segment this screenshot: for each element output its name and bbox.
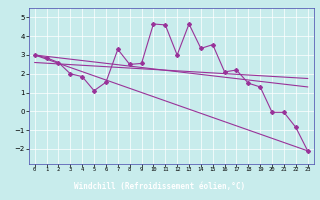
Text: Windchill (Refroidissement éolien,°C): Windchill (Refroidissement éolien,°C): [75, 182, 245, 192]
